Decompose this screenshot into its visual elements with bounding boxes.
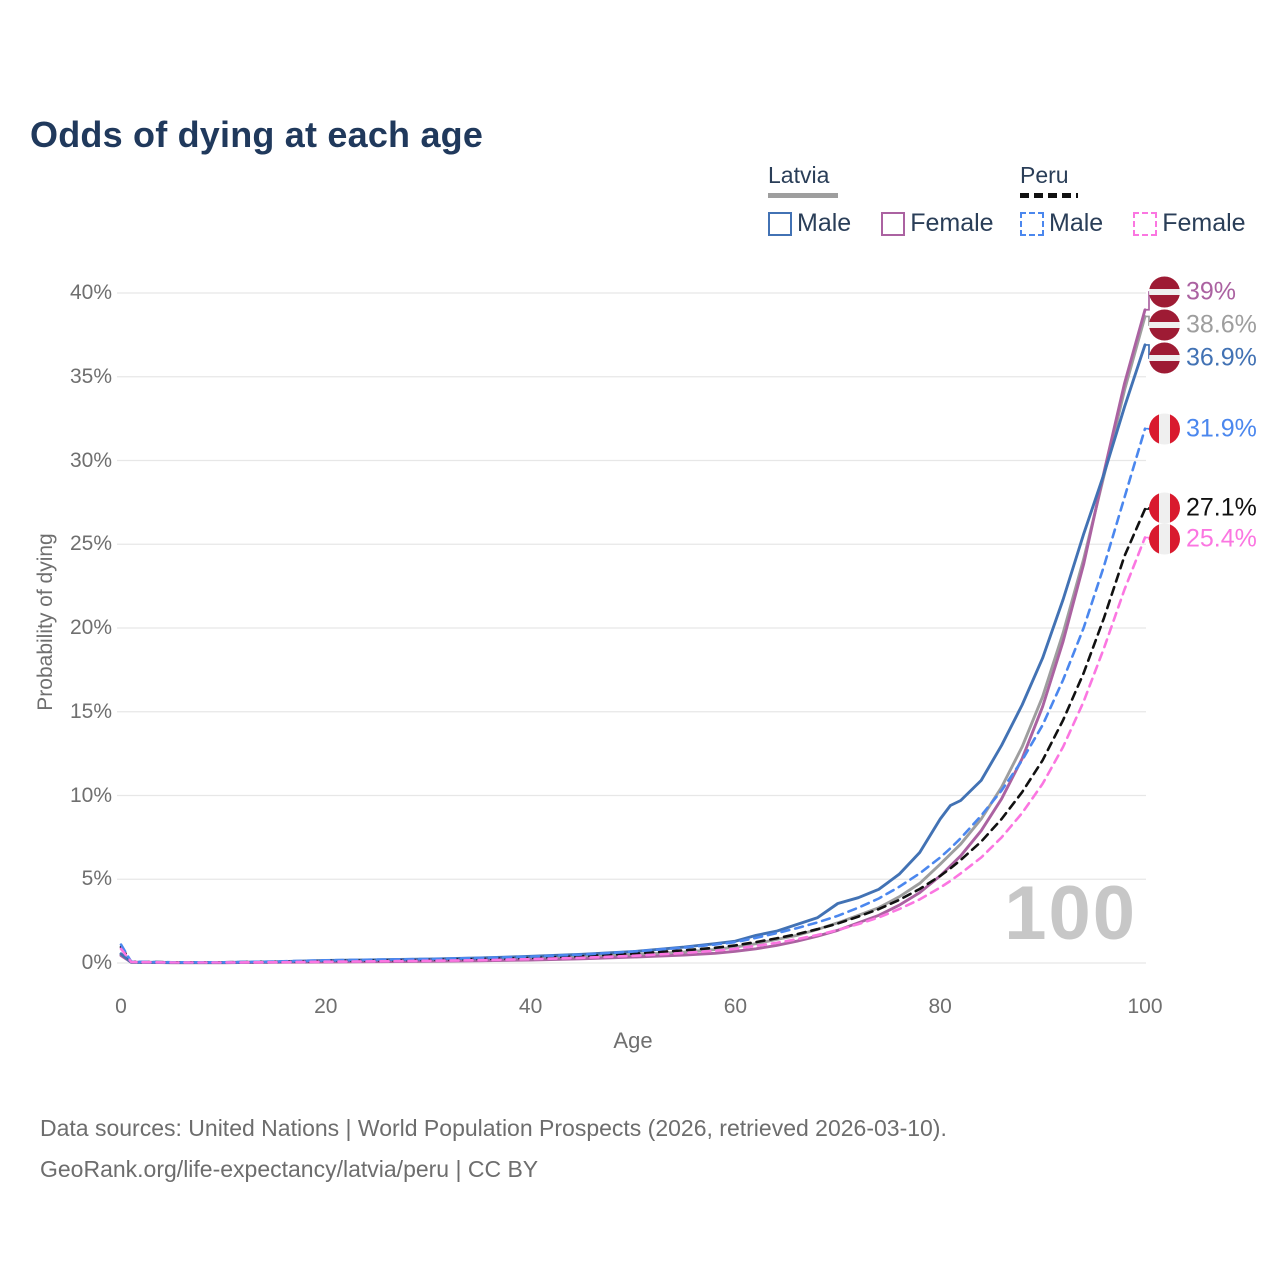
y-tick-label: 25% [69, 532, 112, 556]
x-tick-label: 0 [115, 995, 127, 1018]
peru-dashed-line-swatch [1020, 193, 1078, 198]
y-tick-label: 30% [69, 448, 112, 472]
peru-flag-icon [1149, 492, 1180, 524]
end-label-latvia-male: 36.9% [1149, 342, 1257, 374]
y-tick-label: 40% [69, 281, 112, 304]
checkbox-peru-male[interactable] [1020, 211, 1044, 236]
series-line-peru-male [119, 427, 1147, 964]
footer-line-1: Data sources: United Nations | World Pop… [40, 1115, 947, 1141]
page-title: Odds of dying at each age [30, 114, 484, 156]
end-label-value: 38.6% [1186, 310, 1257, 339]
legend-item-peru-male[interactable]: Male [1020, 209, 1103, 238]
y-tick-label: 0% [81, 951, 112, 974]
end-label-peru-female: 25.4% [1149, 523, 1257, 555]
latvia-flag-icon [1149, 276, 1180, 308]
end-label-value: 39% [1186, 277, 1237, 306]
end-label-value: 31.9% [1186, 414, 1257, 443]
legend-item-latvia-male[interactable]: Male [768, 209, 851, 238]
data-source-footer: Data sources: United Nations | World Pop… [40, 1108, 947, 1190]
end-label-latvia-both: 38.6% [1149, 309, 1257, 341]
end-label-latvia-female: 39% [1149, 276, 1237, 308]
latvia-solid-line-swatch [768, 193, 838, 198]
checkbox-latvia-female[interactable] [881, 211, 906, 236]
end-label-peru-male: 31.9% [1149, 413, 1257, 445]
legend-item-peru-female[interactable]: Female [1133, 209, 1246, 238]
legend-label: Male [1049, 209, 1104, 237]
y-tick-label: 10% [69, 783, 112, 807]
y-tick-label: 15% [69, 699, 112, 723]
legend-item-latvia-female[interactable]: Female [881, 209, 994, 238]
x-axis-title: Age [613, 1028, 653, 1053]
x-tick-label: 60 [723, 995, 748, 1018]
series-line-peru-both [119, 507, 1147, 964]
y-tick-label: 35% [69, 364, 112, 388]
legend-label: Female [1162, 209, 1246, 237]
legend-group-peru: Peru Male Female [1020, 162, 1246, 238]
peru-flag-icon [1149, 413, 1180, 445]
latvia-flag-icon [1149, 309, 1180, 341]
end-label-value: 27.1% [1186, 493, 1257, 522]
end-label-value: 25.4% [1186, 524, 1257, 553]
legend-label: Male [797, 209, 852, 237]
series-line-peru-female [119, 536, 1147, 964]
footer-line-2: GeoRank.org/life-expectancy/latvia/peru … [40, 1156, 539, 1182]
checkbox-latvia-male[interactable] [768, 211, 792, 236]
x-tick-label: 80 [928, 995, 952, 1018]
latvia-flag-icon [1149, 342, 1180, 374]
legend-group-latvia: Latvia Male Female [768, 162, 994, 238]
series-line-latvia-male [119, 343, 1147, 964]
x-tick-label: 100 [1127, 995, 1163, 1018]
legend-country-peru: Peru [1020, 162, 1069, 188]
series-line-latvia-both [119, 315, 1147, 965]
checkbox-peru-female[interactable] [1133, 211, 1158, 236]
end-label-peru-both: 27.1% [1149, 492, 1257, 524]
peru-flag-icon [1149, 523, 1180, 555]
end-label-value: 36.9% [1186, 343, 1257, 372]
legend-label: Female [910, 209, 994, 237]
x-tick-label: 20 [314, 995, 338, 1018]
x-tick-label: 40 [518, 995, 543, 1018]
legend-country-latvia: Latvia [768, 162, 830, 188]
y-tick-label: 5% [81, 867, 112, 891]
y-tick-label: 20% [69, 616, 112, 639]
hovered-age-watermark: 100 [1004, 871, 1137, 956]
series-line-latvia-female [119, 308, 1147, 965]
